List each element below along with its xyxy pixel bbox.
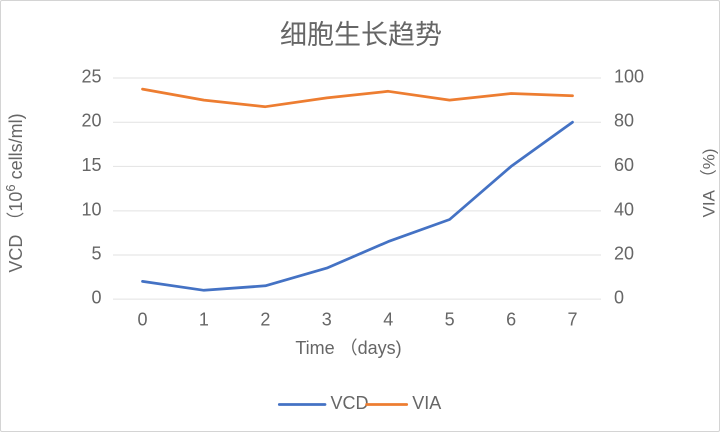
svg-text:VIA: VIA: [412, 393, 441, 413]
svg-text:Time （days): Time （days): [295, 338, 401, 358]
svg-text:60: 60: [614, 155, 634, 175]
svg-text:1: 1: [199, 310, 209, 330]
svg-text:40: 40: [614, 199, 634, 219]
svg-text:2: 2: [260, 310, 270, 330]
svg-text:15: 15: [81, 155, 101, 175]
svg-text:0: 0: [614, 288, 624, 308]
svg-text:VCD: VCD: [331, 393, 369, 413]
svg-text:20: 20: [614, 244, 634, 264]
svg-text:80: 80: [614, 111, 634, 131]
svg-text:20: 20: [81, 111, 101, 131]
svg-text:10: 10: [81, 199, 101, 219]
svg-text:6: 6: [506, 310, 516, 330]
svg-text:0: 0: [137, 310, 147, 330]
svg-text:3: 3: [322, 310, 332, 330]
svg-text:100: 100: [614, 67, 644, 87]
svg-text:5: 5: [91, 244, 101, 264]
svg-text:4: 4: [383, 310, 393, 330]
svg-text:25: 25: [81, 67, 101, 87]
svg-text:5: 5: [445, 310, 455, 330]
svg-text:0: 0: [91, 288, 101, 308]
svg-text:7: 7: [567, 310, 577, 330]
